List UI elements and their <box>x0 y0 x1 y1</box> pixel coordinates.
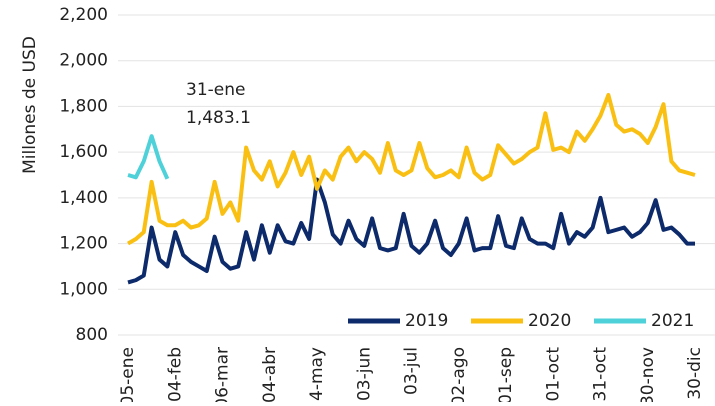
x-tick-label: 02-ago <box>449 347 469 402</box>
y-tick-label: 2,200 <box>59 5 108 25</box>
y-tick-label: 2,000 <box>59 51 108 71</box>
annotation: 31-ene <box>186 80 245 100</box>
y-tick-label: 1,600 <box>59 142 108 162</box>
x-tick-label: 01-sep <box>496 347 516 402</box>
legend-label: 2019 <box>405 311 448 331</box>
chart: Millones de USD 31-ene 1,483.1 800 1,000 1… <box>0 0 715 402</box>
x-tick-label: 04-feb <box>165 347 185 402</box>
y-tick-label: 1,000 <box>59 279 108 299</box>
x-tick-label: 03-jun <box>354 347 374 401</box>
legend-label: 2020 <box>528 311 571 331</box>
x-tick-label: 03-jul <box>402 347 422 395</box>
x-tick-label: 30-dic <box>685 347 705 400</box>
y-tick-label: 800 <box>76 325 108 345</box>
x-tick-label: 05-ene <box>118 347 138 402</box>
x-tick-label: 04-may <box>307 347 327 402</box>
y-tick-label: 1,200 <box>59 234 108 254</box>
grid <box>118 15 715 335</box>
annotation: 1,483.1 <box>186 108 251 128</box>
x-tick-label: 30-nov <box>638 347 658 402</box>
y-tick-label: 1,400 <box>59 188 108 208</box>
x-tick-label: 01-oct <box>543 347 563 402</box>
x-tick-label: 04-abr <box>260 347 280 402</box>
series-line <box>128 136 167 179</box>
legend-label: 2021 <box>651 311 694 331</box>
x-tick-label: 06-mar <box>213 347 233 402</box>
y-axis-label: Millones de USD <box>20 36 40 174</box>
x-tick-label: 31-oct <box>591 347 611 402</box>
y-tick-label: 1,800 <box>59 96 108 116</box>
